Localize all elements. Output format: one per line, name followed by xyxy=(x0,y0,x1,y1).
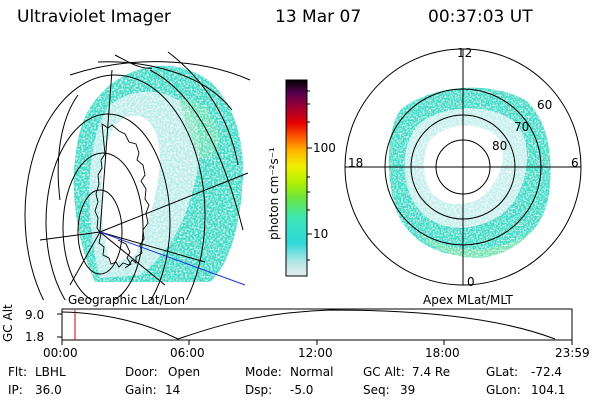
info-seq-value: 39 xyxy=(400,383,416,397)
apex-grid xyxy=(344,48,582,286)
altitude-xtick-1200: 12:00 xyxy=(298,346,333,360)
mlat-label-70: 70 xyxy=(514,120,530,134)
altitude-ylabel: GC Alt xyxy=(1,304,15,342)
info-glat-value: -72.4 xyxy=(531,365,563,379)
altitude-xtick-2359: 23:59 xyxy=(555,346,590,360)
instrument-title: Ultraviolet Imager xyxy=(17,7,171,27)
mlt-label-6: 6 xyxy=(571,156,579,170)
info-glat-key: GLat: xyxy=(486,365,519,379)
colorbar-minor-ticks xyxy=(307,90,310,261)
altitude-xtick-0600: 06:00 xyxy=(170,346,205,360)
apex-panel-label: Apex MLat/MLT xyxy=(423,293,513,307)
apex-aurora-emission xyxy=(345,49,581,285)
info-dsp-value: -5.0 xyxy=(290,383,314,397)
mlat-label-60: 60 xyxy=(537,98,553,112)
info-gcalt-value: 7.4 Re xyxy=(412,365,451,379)
image-date: 13 Mar 07 xyxy=(275,7,362,27)
geo-aurora-emission xyxy=(73,65,244,282)
info-gcalt-key: GC Alt: xyxy=(363,365,405,379)
colorbar-tick-10: 10 xyxy=(313,227,329,241)
info-glon-key: GLon: xyxy=(486,383,521,397)
info-flt-key: Flt: xyxy=(8,365,27,379)
info-glon-value: 104.1 xyxy=(531,383,566,397)
info-mode-key: Mode: xyxy=(245,365,282,379)
mlat-label-80: 80 xyxy=(492,139,508,153)
image-time: 00:37:03 UT xyxy=(428,7,533,27)
info-gain-key: Gain: xyxy=(125,383,157,397)
altitude-xtick-1800: 18:00 xyxy=(425,346,460,360)
info-flt-value: LBHL xyxy=(35,365,66,379)
info-door-value: Open xyxy=(168,365,201,379)
colorbar-tick-100: 100 xyxy=(313,141,336,155)
info-gain-value: 14 xyxy=(165,383,181,397)
altitude-xtick-0000: 00:00 xyxy=(43,346,78,360)
geo-grid xyxy=(24,51,251,300)
info-seq-key: Seq: xyxy=(363,383,390,397)
mlt-label-12: 12 xyxy=(457,46,473,60)
colorbar-label: photon cm⁻²s⁻¹ xyxy=(267,147,281,240)
altitude-ytick-9: 9.0 xyxy=(25,308,45,322)
mlt-label-18: 18 xyxy=(348,156,364,170)
mlt-label-0: 0 xyxy=(467,275,475,289)
terminator-line xyxy=(99,231,246,286)
info-dsp-key: Dsp: xyxy=(245,383,273,397)
geo-panel-label: Geographic Lat/Lon xyxy=(68,293,186,307)
info-mode-value: Normal xyxy=(290,365,334,379)
info-ip-value: 36.0 xyxy=(35,383,62,397)
altitude-ytick-1-8: 1.8 xyxy=(25,330,45,344)
geo-coastline xyxy=(94,123,150,268)
altitude-curve xyxy=(61,309,556,340)
info-ip-key: IP: xyxy=(8,383,23,397)
info-door-key: Door: xyxy=(125,365,158,379)
altitude-axis-ticks xyxy=(57,313,573,345)
geographic-image xyxy=(24,51,251,300)
